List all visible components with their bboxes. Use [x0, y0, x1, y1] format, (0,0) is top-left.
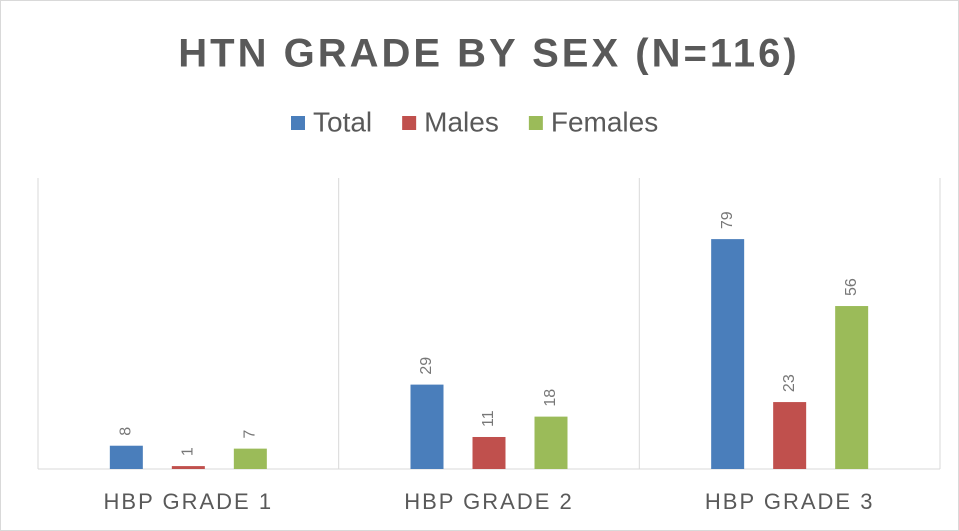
- bar: [534, 416, 568, 469]
- legend-swatch: [528, 116, 543, 130]
- data-label: 29: [418, 357, 435, 375]
- data-label: 1: [180, 447, 197, 456]
- bar: [233, 448, 267, 469]
- x-tick-label: HBP GRADE 2: [404, 489, 574, 514]
- data-label: 8: [118, 427, 135, 436]
- legend-label: Females: [551, 106, 658, 137]
- x-tick-label: HBP GRADE 3: [705, 489, 875, 514]
- x-tick-label: HBP GRADE 1: [104, 489, 274, 514]
- data-label: 23: [781, 374, 798, 392]
- data-label: 79: [719, 211, 736, 229]
- data-label: 18: [542, 389, 559, 407]
- bar: [472, 436, 506, 469]
- bar: [109, 445, 143, 469]
- data-label: 11: [480, 410, 497, 427]
- legend-swatch: [291, 116, 305, 130]
- legend-swatch: [402, 116, 417, 130]
- bar: [773, 402, 807, 469]
- bar: [711, 239, 745, 469]
- chart-title: HTN GRADE BY SEX (N=116): [178, 32, 799, 76]
- bar: [171, 466, 205, 469]
- bar: [410, 384, 444, 469]
- legend-label: Total: [313, 106, 372, 137]
- data-label: 56: [843, 278, 860, 296]
- bar: [835, 306, 869, 469]
- data-label: 7: [242, 430, 259, 439]
- legend-label: Males: [424, 106, 499, 137]
